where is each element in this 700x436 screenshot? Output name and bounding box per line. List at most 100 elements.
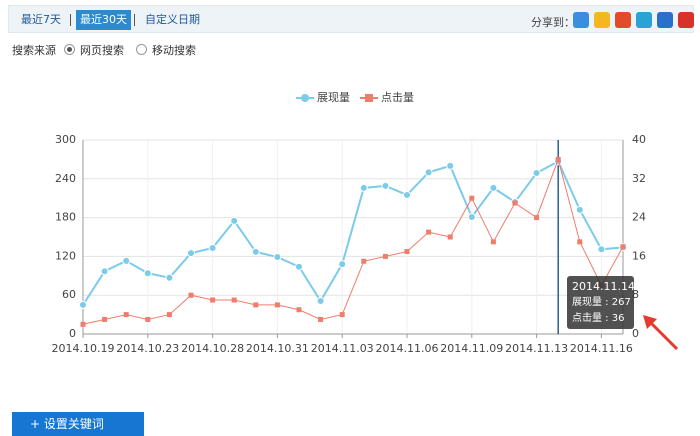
x-tick-label: 2014.11.09 xyxy=(440,342,503,355)
point xyxy=(316,297,325,306)
point xyxy=(532,168,541,177)
point xyxy=(145,316,151,322)
page: {"header":{"tabs":["最近7天","最近30天","自定义日期… xyxy=(8,5,694,436)
y-tick-label: 180 xyxy=(55,211,76,224)
y-tick-label: 0 xyxy=(69,327,76,340)
point xyxy=(577,239,583,245)
point xyxy=(381,181,390,190)
point xyxy=(620,244,626,250)
tab[interactable]: 自定义日期 xyxy=(145,13,200,26)
point xyxy=(382,253,388,259)
point xyxy=(143,269,152,278)
radio[interactable] xyxy=(136,44,147,55)
legend-label: 点击量 xyxy=(381,91,414,104)
y2-tick-label: 16 xyxy=(632,249,646,262)
point xyxy=(253,302,259,308)
radio-label[interactable]: 网页搜索 xyxy=(80,44,124,57)
point xyxy=(188,292,194,298)
point xyxy=(489,183,498,192)
point xyxy=(512,200,518,206)
legend-marker xyxy=(301,94,309,102)
point xyxy=(339,312,345,318)
x-tick-label: 2014.10.23 xyxy=(116,342,179,355)
x-tick-label: 2014.11.13 xyxy=(505,342,568,355)
tab-selected[interactable]: 最近30天 xyxy=(76,10,131,30)
arrow-head xyxy=(643,315,657,329)
radio[interactable] xyxy=(64,44,75,55)
point xyxy=(361,258,367,264)
point xyxy=(123,312,129,318)
point xyxy=(122,256,131,265)
y-tick-label: 120 xyxy=(55,249,76,262)
point xyxy=(100,267,109,276)
point xyxy=(79,300,87,309)
point xyxy=(469,195,475,201)
point xyxy=(575,205,584,214)
point xyxy=(404,249,410,255)
tooltip-title: 2014.11.14 xyxy=(572,280,635,293)
point xyxy=(210,297,216,303)
point xyxy=(296,307,302,313)
y2-tick-label: 24 xyxy=(632,211,646,224)
point xyxy=(274,302,280,308)
point xyxy=(426,229,432,235)
point xyxy=(230,216,239,225)
x-tick-label: 2014.11.03 xyxy=(311,342,374,355)
point xyxy=(251,247,260,256)
point xyxy=(318,316,324,322)
legend-marker xyxy=(365,94,373,102)
y2-tick-label: 0 xyxy=(632,327,639,340)
share-icon[interactable] xyxy=(678,12,694,28)
point xyxy=(424,168,433,177)
separator xyxy=(134,14,135,26)
series-line xyxy=(82,157,624,325)
legend-label: 展现量 xyxy=(317,91,350,104)
point xyxy=(447,234,453,240)
point xyxy=(102,316,108,322)
point xyxy=(467,212,476,221)
share-label: 分享到： xyxy=(531,16,575,29)
y2-tick-label: 40 xyxy=(632,133,646,146)
arrow xyxy=(648,320,679,351)
tooltip-line: 展现量 : 267 xyxy=(572,296,631,308)
share-icon[interactable] xyxy=(636,12,652,28)
y-tick-label: 60 xyxy=(62,288,76,301)
point xyxy=(187,249,195,258)
x-tick-label: 2014.10.28 xyxy=(181,342,244,355)
y2-tick-label: 8 xyxy=(632,288,639,301)
y-tick-label: 240 xyxy=(55,172,76,185)
share-icon[interactable] xyxy=(573,12,589,28)
share-icon[interactable] xyxy=(657,12,673,28)
radio-label[interactable]: 移动搜索 xyxy=(152,44,196,57)
filter-label: 搜索来源 xyxy=(12,44,56,57)
point xyxy=(165,273,174,282)
x-tick-label: 2014.10.19 xyxy=(52,342,115,355)
point xyxy=(273,253,282,262)
point xyxy=(359,183,368,192)
y-tick-label: 300 xyxy=(55,133,76,146)
x-tick-label: 2014.10.31 xyxy=(246,342,309,355)
point xyxy=(231,297,237,303)
toolbar: 最近7天 最近30天 自定义日期 分享到： xyxy=(8,5,694,33)
share-icon[interactable] xyxy=(615,12,631,28)
point xyxy=(534,215,540,221)
share-icon[interactable] xyxy=(594,12,610,28)
series-line xyxy=(82,159,624,306)
point xyxy=(446,161,455,170)
tooltip-line: 点击量 : 36 xyxy=(572,312,624,324)
point xyxy=(295,262,303,271)
separator xyxy=(70,14,71,26)
point xyxy=(597,245,606,254)
point xyxy=(338,260,347,269)
tooltip-box xyxy=(567,276,634,329)
point xyxy=(80,321,86,327)
point xyxy=(555,156,561,162)
point xyxy=(403,190,411,199)
y2-tick-label: 32 xyxy=(632,172,646,185)
point xyxy=(208,243,217,252)
tab[interactable]: 最近7天 xyxy=(21,13,61,26)
point xyxy=(490,239,496,245)
x-tick-label: 2014.11.06 xyxy=(376,342,439,355)
x-tick-label: 2014.11.16 xyxy=(570,342,633,355)
